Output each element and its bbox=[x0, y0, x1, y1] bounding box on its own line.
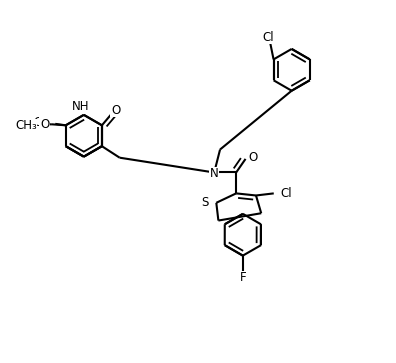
Text: F: F bbox=[240, 271, 246, 284]
Text: O: O bbox=[33, 116, 42, 129]
Text: O: O bbox=[248, 151, 258, 164]
Text: CH₃: CH₃ bbox=[15, 119, 37, 132]
Text: NH: NH bbox=[72, 101, 89, 113]
Text: N: N bbox=[210, 167, 219, 180]
Text: S: S bbox=[201, 196, 208, 209]
Text: Cl: Cl bbox=[262, 31, 274, 44]
Text: Cl: Cl bbox=[280, 187, 292, 200]
Text: O: O bbox=[40, 118, 49, 131]
Text: O: O bbox=[111, 104, 120, 117]
